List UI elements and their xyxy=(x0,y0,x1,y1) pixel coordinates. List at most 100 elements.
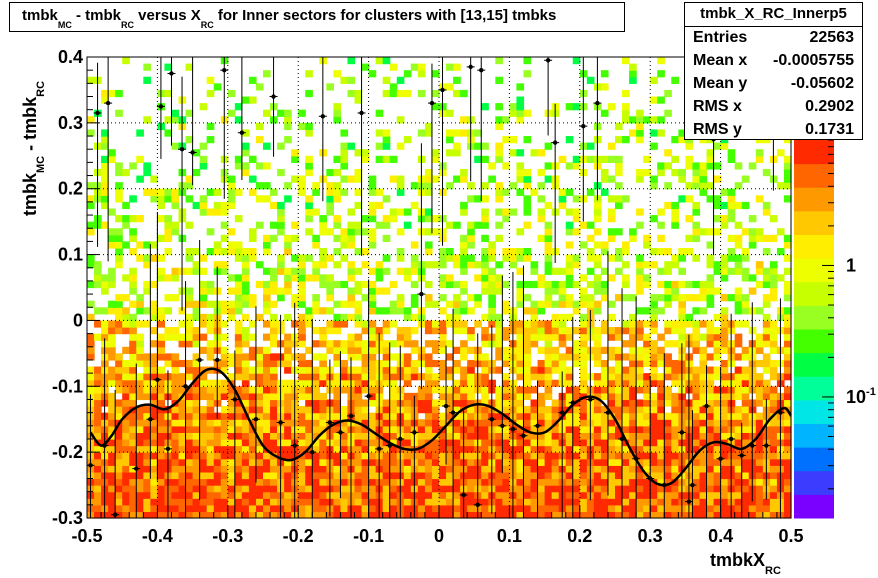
heatmap-cell xyxy=(263,234,271,242)
heatmap-cell xyxy=(199,491,208,499)
profile-points xyxy=(86,57,785,518)
heatmap-cell xyxy=(741,247,750,256)
heatmap-cell xyxy=(593,274,602,282)
heatmap-cell xyxy=(460,399,468,407)
heatmap-cell xyxy=(389,366,398,374)
heatmap-cell xyxy=(241,412,250,420)
heatmap-cell xyxy=(474,221,482,229)
heatmap-cell xyxy=(544,340,553,348)
data-point xyxy=(169,71,174,76)
heatmap-cell xyxy=(706,392,715,401)
heatmap-cell xyxy=(157,379,166,387)
heatmap-cell xyxy=(755,485,764,493)
heatmap-cell xyxy=(565,274,574,282)
heatmap-cell xyxy=(227,313,236,322)
heatmap-cell xyxy=(87,353,95,361)
heatmap-cell xyxy=(284,406,292,414)
heatmap-cell xyxy=(361,399,370,407)
heatmap-cell xyxy=(741,406,750,414)
heatmap-cell xyxy=(748,234,757,242)
heatmap-cell xyxy=(122,274,130,282)
heatmap-cell xyxy=(284,498,292,506)
heatmap-cell xyxy=(446,425,454,433)
heatmap-cell xyxy=(424,458,433,466)
heatmap-cell xyxy=(734,182,743,190)
heatmap-cell xyxy=(678,267,686,275)
heatmap-cell xyxy=(340,346,349,354)
heatmap-cell xyxy=(234,320,243,328)
heatmap-cell xyxy=(671,399,679,407)
heatmap-cell xyxy=(382,511,391,519)
heatmap-cell xyxy=(150,445,158,453)
heatmap-cell xyxy=(241,425,250,433)
heatmap-cell xyxy=(460,241,468,249)
heatmap-cell xyxy=(255,366,264,374)
heatmap-cell xyxy=(593,498,602,506)
heatmap-cell xyxy=(361,366,370,374)
heatmap-cell xyxy=(495,458,503,466)
heatmap-cell xyxy=(129,399,137,407)
heatmap-cell xyxy=(530,366,539,374)
heatmap-cell xyxy=(607,491,616,499)
heatmap-cell xyxy=(284,109,292,117)
heatmap-cell xyxy=(340,419,349,427)
heatmap-cell xyxy=(622,386,630,394)
heatmap-cell xyxy=(734,162,743,170)
color-scale-step xyxy=(794,329,834,354)
heatmap-cell xyxy=(530,399,539,407)
heatmap-cell xyxy=(622,366,630,374)
heatmap-cell xyxy=(720,392,729,401)
heatmap-cell xyxy=(94,399,102,407)
heatmap-cell xyxy=(150,280,158,289)
heatmap-cell xyxy=(706,445,715,453)
heatmap-cell xyxy=(439,432,447,440)
heatmap-cell xyxy=(206,122,215,131)
heatmap-cell xyxy=(544,379,553,387)
heatmap-cell xyxy=(629,458,637,466)
stats-value: 0.1731 xyxy=(805,121,854,138)
heatmap-cell xyxy=(565,366,574,374)
heatmap-cell xyxy=(481,234,489,242)
heatmap-cell xyxy=(741,346,750,354)
heatmap-cell xyxy=(284,234,292,242)
heatmap-cell xyxy=(741,353,750,361)
heatmap-cell xyxy=(157,452,166,460)
heatmap-cell xyxy=(586,76,595,84)
heatmap-cell xyxy=(255,399,264,407)
heatmap-cell xyxy=(192,452,201,460)
heatmap-cell xyxy=(136,155,144,163)
heatmap-cell xyxy=(157,373,166,381)
heatmap-cell xyxy=(699,392,708,401)
heatmap-cell xyxy=(720,188,729,196)
heatmap-cell xyxy=(692,392,701,401)
color-scale-step xyxy=(794,258,834,283)
heatmap-cell xyxy=(706,386,715,394)
heatmap-cell xyxy=(537,498,546,506)
heatmap-cell xyxy=(361,491,370,499)
heatmap-cell xyxy=(389,392,398,401)
heatmap-cell xyxy=(382,419,391,427)
heatmap-cell xyxy=(629,366,637,374)
heatmap-cell xyxy=(713,406,722,414)
heatmap-cell xyxy=(206,438,215,447)
heatmap-cell xyxy=(403,504,412,513)
heatmap-cell xyxy=(783,280,792,289)
heatmap-cell xyxy=(206,188,215,196)
data-point xyxy=(552,140,558,145)
heatmap-cell xyxy=(333,399,342,407)
heatmap-cell xyxy=(530,504,539,513)
stats-value: -0.05602 xyxy=(790,75,854,92)
heatmap-cell xyxy=(248,392,257,401)
heatmap-cell xyxy=(685,320,694,328)
heatmap-cell xyxy=(396,327,405,335)
heatmap-cell xyxy=(164,359,173,368)
y-tick-label: 0.4 xyxy=(58,47,83,67)
heatmap-cell xyxy=(396,76,405,84)
heatmap-cell xyxy=(741,228,750,236)
heatmap-cell xyxy=(340,366,349,374)
heatmap-cell xyxy=(523,406,532,414)
heatmap-cell xyxy=(706,294,715,302)
heatmap-cell xyxy=(424,261,433,269)
heatmap-cell xyxy=(699,320,708,328)
heatmap-cell xyxy=(115,452,123,460)
